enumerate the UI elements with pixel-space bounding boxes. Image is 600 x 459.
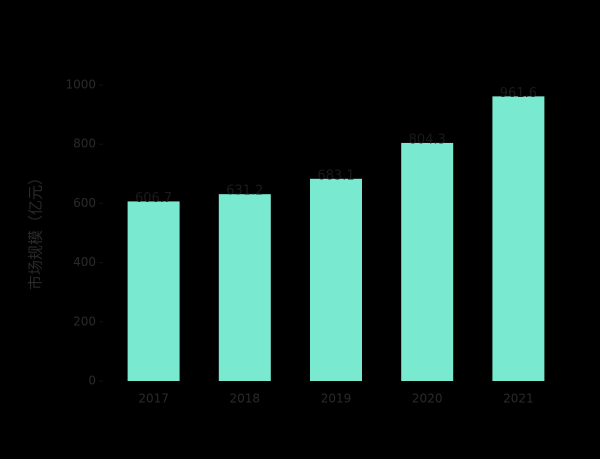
bar bbox=[127, 201, 180, 381]
bar bbox=[310, 178, 362, 381]
value-label: 804.3 bbox=[409, 132, 446, 147]
y-axis-label: 市场规模（亿元） bbox=[27, 170, 45, 290]
y-tick-label: 200 bbox=[73, 314, 96, 328]
y-tick-label: 800 bbox=[73, 137, 96, 151]
y-tick-label: 1000 bbox=[65, 78, 96, 92]
value-label: 631.2 bbox=[226, 184, 263, 199]
x-tick-label: 2021 bbox=[503, 392, 534, 406]
bar bbox=[492, 96, 545, 382]
value-label: 683.1 bbox=[317, 168, 354, 183]
y-tick-label: 400 bbox=[73, 255, 96, 269]
y-tick-label: 0 bbox=[88, 374, 96, 388]
x-tick-label: 2017 bbox=[138, 392, 169, 406]
x-tick-label: 2018 bbox=[230, 392, 261, 406]
value-label: 606.7 bbox=[135, 191, 172, 206]
bar bbox=[218, 194, 271, 381]
y-tick-label: 600 bbox=[73, 196, 96, 210]
x-tick-label: 2019 bbox=[321, 392, 352, 406]
value-label: 961.6 bbox=[500, 86, 537, 101]
x-tick-label: 2020 bbox=[412, 392, 443, 406]
bar bbox=[401, 142, 454, 381]
